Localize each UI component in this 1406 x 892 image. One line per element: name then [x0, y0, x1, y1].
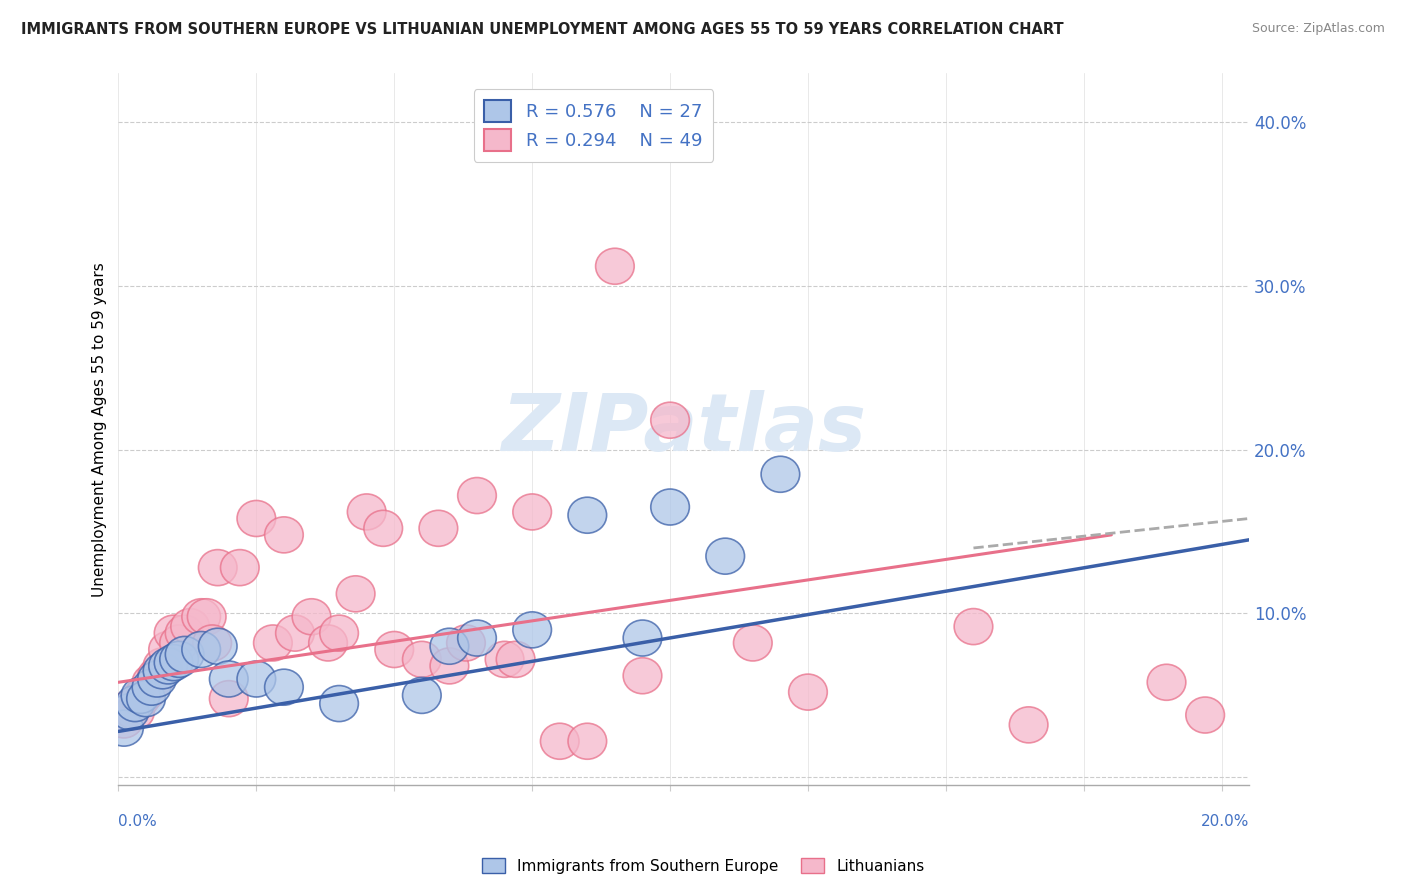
Ellipse shape — [149, 648, 187, 684]
Ellipse shape — [1010, 706, 1047, 743]
Ellipse shape — [110, 690, 149, 726]
Ellipse shape — [651, 402, 689, 438]
Ellipse shape — [419, 510, 458, 546]
Legend: Immigrants from Southern Europe, Lithuanians: Immigrants from Southern Europe, Lithuan… — [475, 852, 931, 880]
Ellipse shape — [155, 615, 193, 651]
Ellipse shape — [264, 669, 304, 706]
Ellipse shape — [181, 632, 221, 667]
Ellipse shape — [160, 641, 198, 677]
Ellipse shape — [187, 599, 226, 635]
Ellipse shape — [104, 710, 143, 746]
Ellipse shape — [143, 653, 181, 689]
Ellipse shape — [253, 625, 292, 661]
Ellipse shape — [221, 549, 259, 586]
Ellipse shape — [485, 641, 524, 677]
Ellipse shape — [458, 620, 496, 657]
Ellipse shape — [132, 665, 172, 700]
Ellipse shape — [238, 500, 276, 536]
Ellipse shape — [734, 625, 772, 661]
Ellipse shape — [513, 612, 551, 648]
Ellipse shape — [568, 723, 606, 759]
Ellipse shape — [238, 661, 276, 697]
Ellipse shape — [761, 456, 800, 492]
Ellipse shape — [513, 494, 551, 530]
Ellipse shape — [110, 694, 149, 730]
Ellipse shape — [127, 674, 166, 710]
Ellipse shape — [336, 576, 375, 612]
Ellipse shape — [166, 636, 204, 673]
Ellipse shape — [309, 625, 347, 661]
Ellipse shape — [430, 648, 468, 684]
Ellipse shape — [138, 661, 176, 697]
Ellipse shape — [132, 669, 172, 706]
Ellipse shape — [789, 674, 827, 710]
Ellipse shape — [264, 516, 304, 553]
Ellipse shape — [319, 615, 359, 651]
Ellipse shape — [623, 620, 662, 657]
Ellipse shape — [127, 681, 166, 716]
Ellipse shape — [121, 681, 160, 716]
Text: 0.0%: 0.0% — [118, 814, 157, 829]
Ellipse shape — [623, 657, 662, 694]
Ellipse shape — [166, 615, 204, 651]
Ellipse shape — [104, 702, 143, 738]
Text: ZIPatlas: ZIPatlas — [502, 390, 866, 468]
Y-axis label: Unemployment Among Ages 55 to 59 years: Unemployment Among Ages 55 to 59 years — [93, 262, 107, 597]
Ellipse shape — [430, 628, 468, 665]
Ellipse shape — [209, 661, 247, 697]
Ellipse shape — [651, 489, 689, 525]
Ellipse shape — [198, 549, 238, 586]
Ellipse shape — [121, 677, 160, 714]
Ellipse shape — [496, 641, 534, 677]
Ellipse shape — [115, 686, 155, 722]
Ellipse shape — [138, 657, 176, 694]
Ellipse shape — [198, 628, 238, 665]
Ellipse shape — [143, 648, 181, 684]
Ellipse shape — [447, 625, 485, 661]
Ellipse shape — [1185, 697, 1225, 733]
Ellipse shape — [1147, 665, 1185, 700]
Text: 20.0%: 20.0% — [1201, 814, 1250, 829]
Ellipse shape — [155, 645, 193, 681]
Ellipse shape — [193, 625, 232, 661]
Ellipse shape — [540, 723, 579, 759]
Ellipse shape — [458, 477, 496, 514]
Ellipse shape — [209, 681, 247, 716]
Ellipse shape — [706, 538, 745, 574]
Text: IMMIGRANTS FROM SOUTHERN EUROPE VS LITHUANIAN UNEMPLOYMENT AMONG AGES 55 TO 59 Y: IMMIGRANTS FROM SOUTHERN EUROPE VS LITHU… — [21, 22, 1064, 37]
Legend: R = 0.576    N = 27, R = 0.294    N = 49: R = 0.576 N = 27, R = 0.294 N = 49 — [474, 89, 713, 162]
Ellipse shape — [172, 608, 209, 645]
Ellipse shape — [181, 599, 221, 635]
Ellipse shape — [402, 641, 441, 677]
Ellipse shape — [347, 494, 387, 530]
Ellipse shape — [364, 510, 402, 546]
Ellipse shape — [375, 632, 413, 667]
Ellipse shape — [596, 248, 634, 285]
Ellipse shape — [149, 632, 187, 667]
Text: Source: ZipAtlas.com: Source: ZipAtlas.com — [1251, 22, 1385, 36]
Ellipse shape — [276, 615, 315, 651]
Ellipse shape — [292, 599, 330, 635]
Ellipse shape — [319, 686, 359, 722]
Ellipse shape — [115, 694, 155, 730]
Ellipse shape — [402, 677, 441, 714]
Ellipse shape — [955, 608, 993, 645]
Ellipse shape — [568, 497, 606, 533]
Ellipse shape — [160, 625, 198, 661]
